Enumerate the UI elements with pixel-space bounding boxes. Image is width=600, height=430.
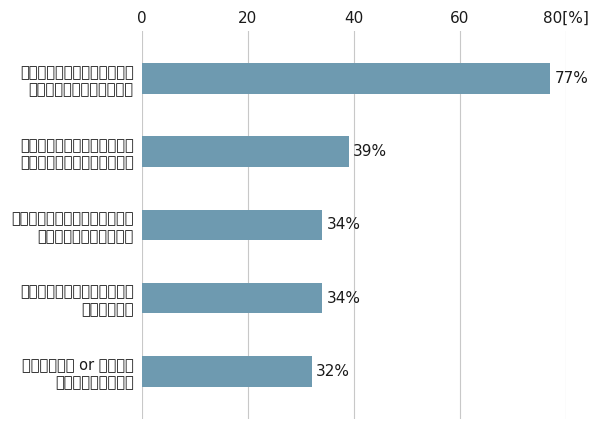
Text: 77%: 77% (554, 71, 588, 86)
Text: 34%: 34% (326, 291, 361, 306)
Bar (142, 283, 322, 313)
Bar (142, 136, 349, 167)
Text: 39%: 39% (353, 144, 387, 159)
Bar (142, 356, 311, 387)
Bar (142, 63, 550, 94)
Text: 34%: 34% (326, 218, 361, 233)
Bar (142, 209, 322, 240)
Text: 32%: 32% (316, 364, 350, 379)
